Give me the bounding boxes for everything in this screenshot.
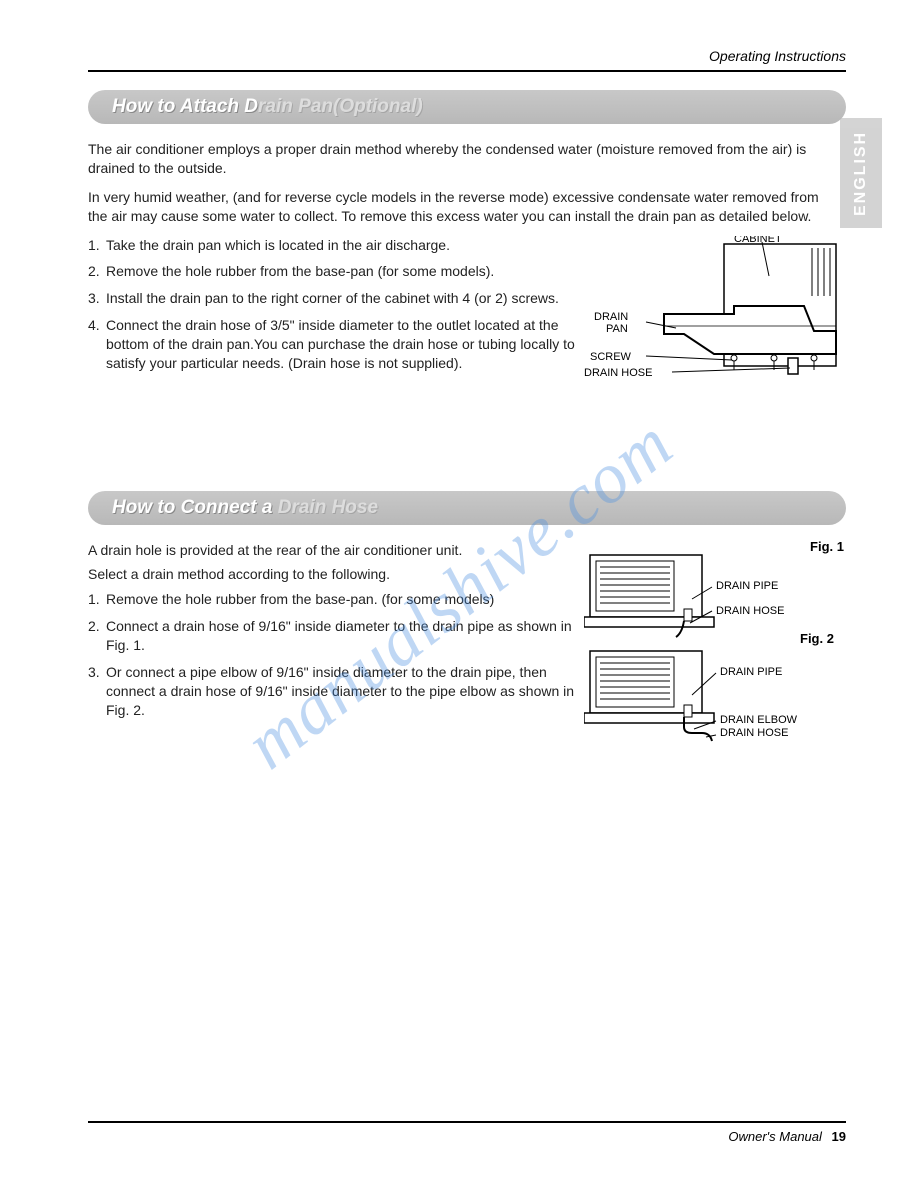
list-item: Or connect a pipe elbow of 9/16" inside … bbox=[88, 663, 576, 720]
language-tab: ENGLISH bbox=[840, 118, 882, 228]
section-heading-drain-pan: How to Attach Drain Pan(Optional) bbox=[88, 90, 846, 124]
list-item: Install the drain pan to the right corne… bbox=[88, 289, 576, 308]
fig-label-drain-hose: DRAIN HOSE bbox=[584, 367, 652, 379]
heading-text-faded: rain Pan(Optional) bbox=[258, 96, 423, 117]
footer-label: Owner's Manual bbox=[728, 1129, 822, 1144]
svg-text:DRAINPAN: DRAINPAN bbox=[594, 311, 628, 335]
heading-text: How to Attach D bbox=[112, 96, 258, 117]
para-select-method: Select a drain method according to the f… bbox=[88, 565, 576, 584]
steps-list-drain-hose: Remove the hole rubber from the base-pan… bbox=[88, 590, 576, 719]
list-item: Remove the hole rubber from the base-pan… bbox=[88, 590, 576, 609]
section-heading-drain-hose: How to Connect a Drain Hose bbox=[88, 491, 846, 525]
list-item: Take the drain pan which is located in t… bbox=[88, 236, 576, 255]
svg-text:DRAIN HOSE: DRAIN HOSE bbox=[720, 727, 788, 739]
para-drain-hole: A drain hole is provided at the rear of … bbox=[88, 541, 576, 560]
figure-cabinet-drain-pan: CABINET DRAINPAN SCREW DRAIN HOSE bbox=[584, 236, 846, 401]
fig-label-cabinet: CABINET bbox=[734, 236, 782, 245]
heading-text-faded: Drain Hose bbox=[278, 497, 378, 518]
svg-text:DRAIN PIPE: DRAIN PIPE bbox=[716, 580, 778, 592]
para-drain-method: The air conditioner employs a proper dra… bbox=[88, 140, 828, 178]
para-humid-weather: In very humid weather, (and for reverse … bbox=[88, 188, 828, 226]
list-item: Connect the drain hose of 3/5" inside di… bbox=[88, 316, 576, 373]
list-item: Remove the hole rubber from the base-pan… bbox=[88, 262, 576, 281]
steps-list-drain-pan: Take the drain pan which is located in t… bbox=[88, 236, 576, 373]
fig-caption-1: Fig. 1 bbox=[810, 539, 844, 554]
svg-text:Fig. 2: Fig. 2 bbox=[800, 631, 834, 646]
header-section-title: Operating Instructions bbox=[88, 48, 846, 72]
svg-text:DRAIN PIPE: DRAIN PIPE bbox=[720, 666, 782, 678]
svg-text:DRAIN ELBOW: DRAIN ELBOW bbox=[720, 714, 798, 726]
fig-label-screw: SCREW bbox=[590, 351, 632, 363]
page-number: 19 bbox=[832, 1129, 846, 1144]
heading-text: How to Connect a bbox=[112, 497, 278, 518]
figure-drain-hose-connections: Fig. 1 bbox=[584, 541, 846, 766]
list-item: Connect a drain hose of 9/16" inside dia… bbox=[88, 617, 576, 655]
svg-text:DRAIN HOSE: DRAIN HOSE bbox=[716, 605, 784, 617]
page-footer: Owner's Manual 19 bbox=[88, 1121, 846, 1144]
